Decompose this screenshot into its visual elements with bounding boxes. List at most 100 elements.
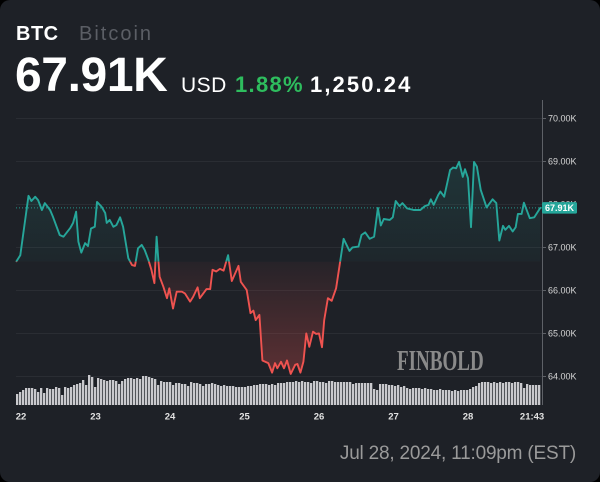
volume-bar: [445, 390, 448, 405]
volume-bar: [442, 390, 445, 405]
volume-bar: [103, 380, 106, 405]
volume-bar: [133, 379, 136, 405]
volume-bar: [463, 390, 466, 405]
volume-bar: [514, 382, 517, 405]
volume-bar: [322, 382, 325, 405]
volume-bar: [94, 387, 97, 405]
volume-bar: [58, 388, 61, 405]
x-tick-label: 23: [90, 412, 101, 423]
volume-bar: [292, 382, 295, 405]
volume-bar: [118, 384, 121, 405]
volume-bar: [406, 388, 409, 405]
volume-bar: [64, 387, 67, 405]
volume-bar: [181, 384, 184, 405]
volume-bar: [499, 382, 502, 405]
volume-bar: [217, 385, 220, 405]
volume-bar: [151, 378, 154, 405]
y-axis: 70.00K69.00K68.00K67.00K66.00K65.00K64.0…: [542, 100, 577, 405]
volume-bar: [466, 390, 469, 405]
volume-bar: [37, 392, 40, 405]
y-tick-label: 70.00K: [548, 114, 577, 124]
volume-bar: [361, 383, 364, 405]
volume-bar: [91, 377, 94, 405]
volume-bar: [145, 376, 148, 405]
volume-bar: [190, 382, 193, 405]
price-line[interactable]: [15, 160, 542, 375]
volume-bar: [352, 384, 355, 405]
volume-bar: [253, 385, 256, 405]
volume-bar: [388, 385, 391, 405]
volume-bar: [31, 388, 34, 405]
volume-bar: [25, 388, 28, 405]
x-tick-label: 26: [314, 412, 325, 423]
change-absolute: 1,250.24: [310, 72, 413, 97]
volume-bar: [214, 384, 217, 405]
volume-bar: [34, 389, 37, 405]
volume-bar: [394, 386, 397, 405]
volume-bar: [418, 388, 421, 405]
volume-bar: [379, 384, 382, 405]
change-percent: 1.88%: [235, 72, 304, 97]
volume-bar: [391, 385, 394, 405]
volume-bar: [277, 383, 280, 405]
volume-bar: [250, 386, 253, 405]
volume-bar: [409, 389, 412, 405]
volume-bar: [343, 382, 346, 405]
volume-bar: [340, 382, 343, 405]
volume-bar: [178, 383, 181, 405]
volume-bar: [274, 385, 277, 405]
volume-bar: [166, 382, 169, 405]
volume-bar: [46, 388, 49, 405]
volume-bar: [496, 383, 499, 405]
volume-bar: [82, 380, 85, 405]
volume-bar: [232, 386, 235, 405]
volume-bar: [538, 385, 541, 405]
volume-bar: [229, 386, 232, 405]
volume-bar: [382, 384, 385, 405]
volume-bar: [307, 382, 310, 405]
volume-bar: [199, 384, 202, 405]
current-price: 67.91K: [15, 49, 168, 102]
x-axis: 22 23 24 25 26 27 28 21:43: [16, 412, 545, 423]
volume-bar: [61, 395, 64, 405]
volume-bar: [457, 391, 460, 405]
volume-bar: [247, 386, 250, 405]
volume-bar: [397, 385, 400, 405]
volume-bar: [115, 381, 118, 405]
volume-bar: [505, 382, 508, 405]
volume-bar: [259, 384, 262, 405]
y-tick-label: 66.00K: [548, 286, 577, 296]
volume-bar: [160, 381, 163, 405]
last-price-badge-label: 67.91K: [545, 203, 575, 213]
volume-bar: [202, 386, 205, 405]
volume-bar: [517, 382, 520, 405]
volume-bar: [175, 383, 178, 405]
volume-bar: [328, 381, 331, 405]
volume-bar: [508, 382, 511, 405]
price-area: [16, 161, 541, 374]
volume-bar: [184, 384, 187, 405]
volume-bar: [22, 390, 25, 405]
volume-bar: [79, 383, 82, 405]
volume-bar: [535, 385, 538, 405]
volume-bar: [148, 377, 151, 405]
volume-bar: [19, 392, 22, 405]
volume-bar: [331, 381, 334, 405]
volume-bar: [127, 378, 130, 405]
volume-bar: [451, 391, 454, 405]
volume-bar: [364, 383, 367, 405]
volume-bar: [172, 385, 175, 405]
volume-bar: [490, 383, 493, 405]
volume-bar: [163, 382, 166, 405]
volume-bar: [436, 390, 439, 405]
volume-bar: [310, 383, 313, 405]
timestamp: Jul 28, 2024, 11:09pm (EST): [339, 443, 576, 464]
volume-bar: [196, 383, 199, 405]
volume-bar: [337, 382, 340, 405]
x-tick-label: 28: [463, 412, 474, 423]
volume-bar: [304, 382, 307, 405]
volume-bar: [139, 379, 142, 405]
volume-bar: [370, 383, 373, 405]
